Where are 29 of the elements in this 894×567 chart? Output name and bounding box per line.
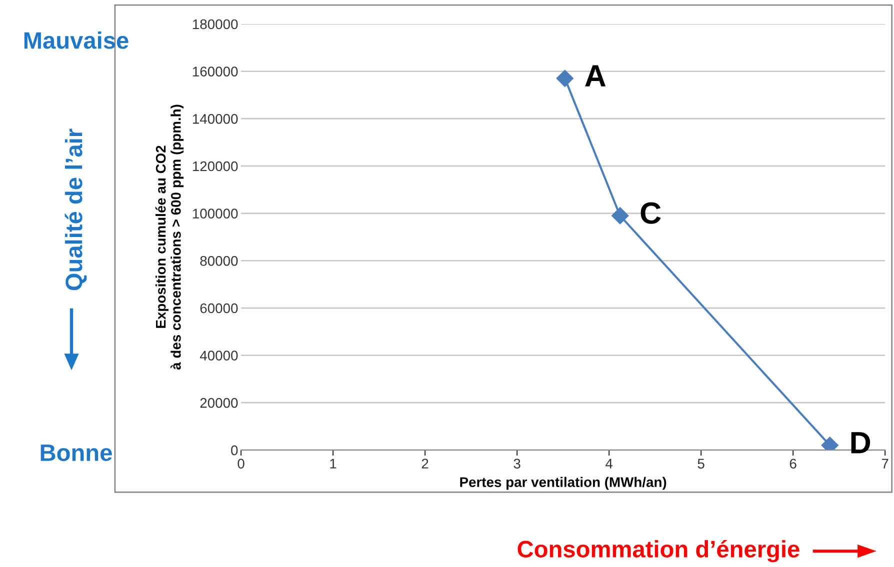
x-tick-label: 4 — [606, 458, 612, 468]
text: Consommation d’énergie — [518, 540, 800, 562]
y-tick-label: 20000 — [200, 398, 238, 408]
x-tick-label: 0 — [238, 458, 244, 469]
y-axis-title: Exposition cumulée au CO2 à des concentrations > 600 ppm (ppm.h) — [155, 104, 184, 370]
y-tick-label: 0 — [231, 445, 238, 456]
point — [556, 70, 574, 87]
x-tick-label: 7 — [882, 458, 888, 468]
x-tick-label: 6 — [790, 458, 796, 469]
x-tick-label: 1 — [330, 458, 336, 468]
y-tick-label: 180000 — [192, 19, 238, 30]
annotation: D — [851, 432, 870, 454]
annotation: A — [585, 65, 606, 86]
y-tick-label: 60000 — [200, 303, 238, 314]
x-tick-label: 3 — [514, 458, 520, 469]
annotation: C — [640, 202, 661, 224]
y-tick-label: 100000 — [192, 208, 238, 219]
y-tick-label: 80000 — [200, 256, 238, 266]
y-tick-label: 120000 — [192, 161, 238, 172]
y-tick-label: 140000 — [192, 114, 238, 124]
x-axis-title: Pertes par ventilation (MWh/an) — [460, 476, 666, 490]
y-tick-label: 40000 — [200, 350, 238, 361]
point — [612, 207, 629, 224]
text: Bonne — [40, 444, 112, 462]
x-tick-label: 5 — [698, 458, 704, 469]
text: Mauvaise — [24, 32, 128, 49]
text: Qualité de l’air — [64, 128, 87, 290]
y-tick-label: 160000 — [192, 66, 238, 76]
x-tick-label: 2 — [422, 458, 428, 468]
